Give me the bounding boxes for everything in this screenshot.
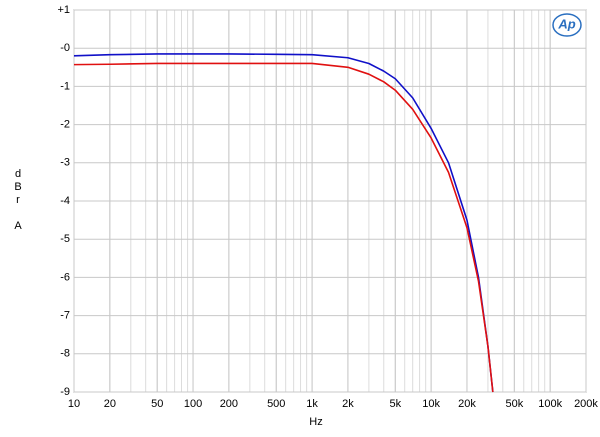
x-tick-label: 1k (306, 398, 318, 410)
x-tick-label: 10k (422, 398, 440, 410)
logo-ring (552, 13, 582, 37)
y-tick-label: -2 (60, 119, 70, 131)
x-tick-label: 20 (104, 398, 116, 410)
x-tick-label: 100k (538, 398, 562, 410)
y-tick-label: -1 (60, 80, 70, 92)
y-tick-label: -6 (60, 271, 70, 283)
x-tick-label: 200 (220, 398, 238, 410)
y-tick-label: -4 (60, 195, 70, 207)
x-tick-label: 100 (184, 398, 202, 410)
x-tick-label: 50k (505, 398, 523, 410)
x-tick-label: 20k (458, 398, 476, 410)
y-tick-label: -5 (60, 233, 70, 245)
x-tick-label: 200k (574, 398, 598, 410)
y-tick-label: -9 (60, 386, 70, 398)
y-tick-label: -0 (60, 42, 70, 54)
logo: Ap (552, 13, 582, 37)
data-line (73, 62, 494, 393)
x-tick-label: 500 (267, 398, 285, 410)
x-tick-label: 50 (151, 398, 163, 410)
x-axis-label: Hz (309, 416, 322, 428)
x-tick-label: 10 (68, 398, 80, 410)
y-tick-label: -3 (60, 157, 70, 169)
logo-text: Ap (557, 16, 575, 31)
x-tick-label: 5k (389, 398, 401, 410)
y-tick-label: -8 (60, 348, 70, 360)
y-tick-label: -7 (60, 310, 70, 322)
data-line (73, 53, 494, 393)
x-tick-label: 2k (342, 398, 354, 410)
y-tick-label: +1 (57, 4, 70, 16)
